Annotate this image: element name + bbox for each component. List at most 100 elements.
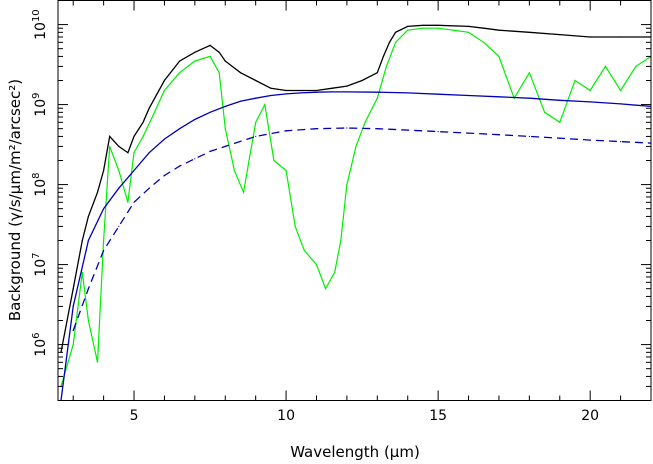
plot-frame [57,0,652,401]
series-3-line [60,91,651,401]
series-1-point [528,31,531,33]
series-2-point [364,121,366,123]
series-1-point [148,107,150,109]
series-4-point [498,134,500,136]
series-2-point [294,225,296,227]
series-4-point [133,201,135,203]
series-2-point [395,41,397,43]
series-2-point [452,29,454,31]
series-2-point [218,72,220,74]
series-4-point [118,225,120,227]
series-2-point [498,55,500,58]
series-1-point [285,89,287,92]
series-4-point [209,150,211,152]
series-3-point [133,169,135,172]
series-2-point [315,264,318,266]
series-3-point [300,92,302,94]
series-4-point [346,127,348,129]
series-4-point [103,249,105,252]
series-4-point [163,174,165,177]
series-2-point [437,27,439,29]
y-tick-label-exponent: 8 [31,172,42,178]
series-3-point [239,100,242,102]
series-1-point [270,87,272,89]
y-tick-label: 109 [31,92,49,116]
series-2-point [87,319,89,322]
series-4-point [315,128,318,130]
series-3-point [255,97,257,99]
series-1-point [81,239,83,242]
ticks-layer [58,0,652,401]
series-2-point [620,89,622,92]
series-2-point [209,55,211,58]
series-2-point [81,271,83,273]
series-3-point [589,101,591,103]
series-2-point [559,121,561,123]
series-2-point [224,128,226,130]
series-2-point [589,89,591,92]
series-1-point [72,288,74,290]
series-2-point [109,145,111,147]
series-4-point [620,141,622,143]
series-1-line [60,24,651,353]
series-2-point [528,72,531,74]
series-4-point [179,165,181,167]
series-4-line [72,127,651,331]
y-tick-label-exponent: 10 [31,9,42,22]
y-tick-label-base: 10 [33,99,49,117]
series-2-point [255,121,257,123]
series-4-point [528,135,531,137]
x-tick-label: 20 [581,408,599,424]
series-1-point [209,44,211,47]
series-4-point [376,128,378,130]
y-tick-label-exponent: 9 [31,92,42,98]
series-2-point [407,29,409,31]
series-4-point [194,158,196,160]
series-1-point [559,34,561,36]
series-2 [60,27,651,387]
series-1-point [109,135,111,137]
series-2-point [103,239,105,242]
series-2-point [285,169,287,172]
series-3-point [437,93,439,95]
y-tick-label-base: 10 [33,22,49,40]
y-tick-label: 1010 [31,9,49,40]
series-1-point [395,31,397,33]
series-2-point [194,60,196,62]
y-tick-label-exponent: 6 [31,332,42,338]
series-4-point [255,135,257,137]
series-3-point [407,92,409,94]
series-3-point [179,128,181,130]
x-tick-label: 5 [130,408,139,424]
series-2-point [385,65,387,67]
series-3-point [285,93,287,95]
series-2-point [303,249,305,252]
x-axis-title: Wavelength (μm) [290,443,420,461]
series-2-point [133,152,135,154]
series-layer [60,24,651,401]
series-2-point [325,288,327,290]
series-4-point [87,288,89,290]
series-1-point [127,152,129,154]
series-4-point [589,139,591,141]
series-1-point [300,89,302,92]
series-2-point [376,97,378,99]
series-1-point [361,79,363,82]
series-4-point [437,131,439,133]
series-1-point [407,25,409,27]
series-1-point [87,215,89,217]
y-axis-title: Background (γ/s/μm/m²/arcsec²) [6,79,24,321]
series-4-point [224,145,226,147]
series-1-point [142,121,144,123]
series-3 [60,91,651,401]
series-1-point [589,36,591,38]
y-tick-label-base: 10 [33,179,49,197]
series-2-point [334,271,336,273]
series-1-point [224,60,226,62]
series-2-point [467,31,470,33]
series-1-point [467,25,470,27]
series-2-point [483,41,485,43]
y-tick-label-base: 10 [33,259,49,277]
series-2-point [264,104,266,106]
series-2-point [142,135,144,137]
